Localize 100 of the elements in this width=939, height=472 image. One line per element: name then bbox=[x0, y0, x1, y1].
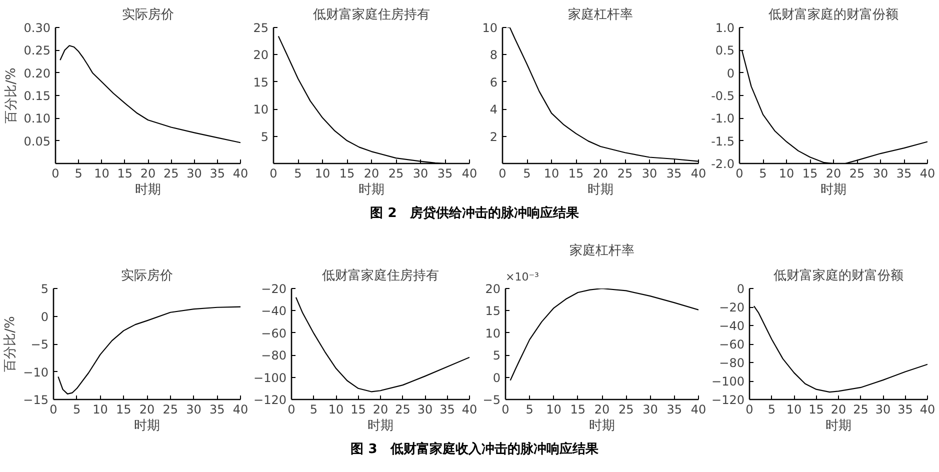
x-tick-label: 10 bbox=[94, 166, 110, 180]
y-tick-label: −20 bbox=[719, 300, 745, 314]
x-tick-label: 40 bbox=[462, 402, 478, 416]
y-axis-title: 百分比/% bbox=[4, 68, 19, 124]
y-tick-label: 0 bbox=[736, 282, 745, 296]
y-tick-label: -1.5 bbox=[711, 134, 735, 148]
x-tick-label: 30 bbox=[186, 166, 202, 180]
x-tick-label: 35 bbox=[440, 402, 455, 416]
y-tick-label: −80 bbox=[719, 356, 745, 370]
x-tick-label: 5 bbox=[523, 166, 531, 180]
y-tick-label: −40 bbox=[719, 319, 745, 333]
x-tick-label: 40 bbox=[920, 402, 936, 416]
y-axis-title: 百分比/% bbox=[3, 316, 18, 372]
x-tick-label: 20 bbox=[139, 402, 155, 416]
x-tick-label: 0 bbox=[288, 402, 296, 416]
x-tick-label: 5 bbox=[73, 402, 81, 416]
x-tick-label: 40 bbox=[232, 166, 248, 180]
x-tick-label: 0 bbox=[502, 402, 510, 416]
y-tick-label: −5 bbox=[30, 338, 49, 352]
x-tick-label: 30 bbox=[642, 402, 658, 416]
x-axis-title: 时期 bbox=[589, 418, 615, 434]
y-tick-label: 20 bbox=[253, 48, 269, 62]
chart-title: 实际房价 bbox=[122, 6, 174, 22]
x-tick-label: 35 bbox=[210, 166, 226, 180]
x-tick-label: 10 bbox=[778, 166, 794, 180]
y-tick-label: −15 bbox=[23, 393, 49, 407]
y-tick-label: -1.0 bbox=[711, 112, 735, 126]
x-tick-label: 30 bbox=[186, 402, 202, 416]
y-tick-label: 0.20 bbox=[24, 66, 50, 80]
x-tick-label: 10 bbox=[786, 402, 802, 416]
x-tick-label: 0 bbox=[52, 166, 60, 180]
y-tick-label: −10 bbox=[23, 365, 49, 380]
x-tick-label: 15 bbox=[339, 166, 355, 180]
x-tick-label: 25 bbox=[162, 402, 178, 416]
y-tick-label: 0.10 bbox=[24, 112, 50, 126]
x-tick-label: 20 bbox=[826, 166, 842, 180]
y-tick-label: 1.0 bbox=[715, 21, 735, 35]
x-tick-label: 10 bbox=[328, 402, 344, 416]
line-series bbox=[295, 296, 470, 392]
y-tick-label: 15 bbox=[485, 304, 501, 318]
x-tick-label: 15 bbox=[568, 166, 584, 180]
y-tick-label: 0.30 bbox=[24, 21, 50, 35]
y-tick-label: 2 bbox=[490, 130, 498, 144]
x-tick-label: 10 bbox=[314, 166, 330, 180]
x-tick-label: 35 bbox=[666, 402, 682, 416]
x-tick-label: 15 bbox=[570, 402, 586, 416]
x-tick-label: 35 bbox=[666, 166, 682, 180]
caption: 图 2 房贷供给冲击的脉冲响应结果 bbox=[369, 205, 580, 223]
y-tick-label: 0.05 bbox=[24, 134, 50, 148]
y-tick-label: 10 bbox=[485, 326, 501, 340]
x-tick-label: 35 bbox=[209, 402, 225, 416]
x-tick-label: 5 bbox=[74, 166, 82, 180]
x-tick-label: 20 bbox=[372, 402, 388, 416]
y-tick-label: −80 bbox=[261, 348, 287, 363]
x-tick-label: 20 bbox=[594, 402, 610, 416]
x-tick-label: 15 bbox=[116, 402, 132, 416]
x-tick-label: 5 bbox=[294, 166, 302, 180]
y-tick-label: −100 bbox=[712, 374, 745, 388]
chart-title: 家庭杠杆率 bbox=[570, 242, 634, 258]
y-tick-label: 0.5 bbox=[715, 44, 735, 58]
x-tick-label: 40 bbox=[690, 166, 706, 180]
x-tick-label: 10 bbox=[92, 402, 108, 416]
x-tick-label: 10 bbox=[546, 402, 562, 416]
caption: 图 3 低财富家庭收入冲击的脉冲响应结果 bbox=[350, 441, 600, 459]
chart-title: 低财富家庭住房持有 bbox=[322, 268, 439, 284]
x-tick-label: 25 bbox=[849, 166, 865, 180]
y-tick-label: −5 bbox=[482, 393, 501, 407]
x-tick-label: 20 bbox=[364, 166, 380, 180]
chart-title: 低财富家庭的财富份额 bbox=[774, 268, 904, 284]
x-tick-label: 15 bbox=[802, 166, 818, 180]
x-axis-title: 时期 bbox=[134, 418, 160, 434]
x-tick-label: 40 bbox=[232, 402, 248, 416]
x-axis-title: 时期 bbox=[135, 182, 161, 198]
y-tick-label: 5 bbox=[260, 130, 269, 144]
x-axis-title: 时期 bbox=[588, 182, 614, 198]
x-tick-label: 25 bbox=[853, 402, 868, 416]
y-tick-label: −40 bbox=[261, 304, 287, 318]
y-tick-label: 0 bbox=[40, 310, 49, 324]
y-tick-label: 10 bbox=[482, 21, 498, 35]
y-tick-label: 10 bbox=[253, 102, 269, 117]
x-tick-label: 15 bbox=[808, 402, 824, 416]
x-tick-label: 20 bbox=[830, 402, 846, 416]
y-tick-label: 0 bbox=[726, 66, 735, 80]
x-tick-label: 25 bbox=[395, 402, 410, 416]
x-tick-label: 0 bbox=[746, 402, 754, 416]
x-tick-label: 35 bbox=[896, 166, 912, 180]
y-tick-label: −60 bbox=[261, 326, 287, 340]
x-tick-label: 5 bbox=[310, 402, 318, 416]
text: ×10⁻³ bbox=[506, 270, 539, 284]
x-axis-title: 时期 bbox=[368, 418, 394, 434]
y-tick-label: 0.25 bbox=[24, 44, 50, 58]
x-tick-label: 30 bbox=[875, 402, 891, 416]
line-series bbox=[60, 45, 240, 144]
y-tick-label: -2.0 bbox=[711, 157, 735, 171]
y-tick-label: 0 bbox=[492, 370, 501, 385]
x-tick-label: 15 bbox=[117, 166, 133, 180]
y-tick-label: −120 bbox=[712, 393, 745, 407]
y-tick-label: 4 bbox=[490, 102, 498, 117]
x-tick-label: 30 bbox=[872, 166, 888, 180]
y-tick-label: 15 bbox=[253, 75, 269, 90]
